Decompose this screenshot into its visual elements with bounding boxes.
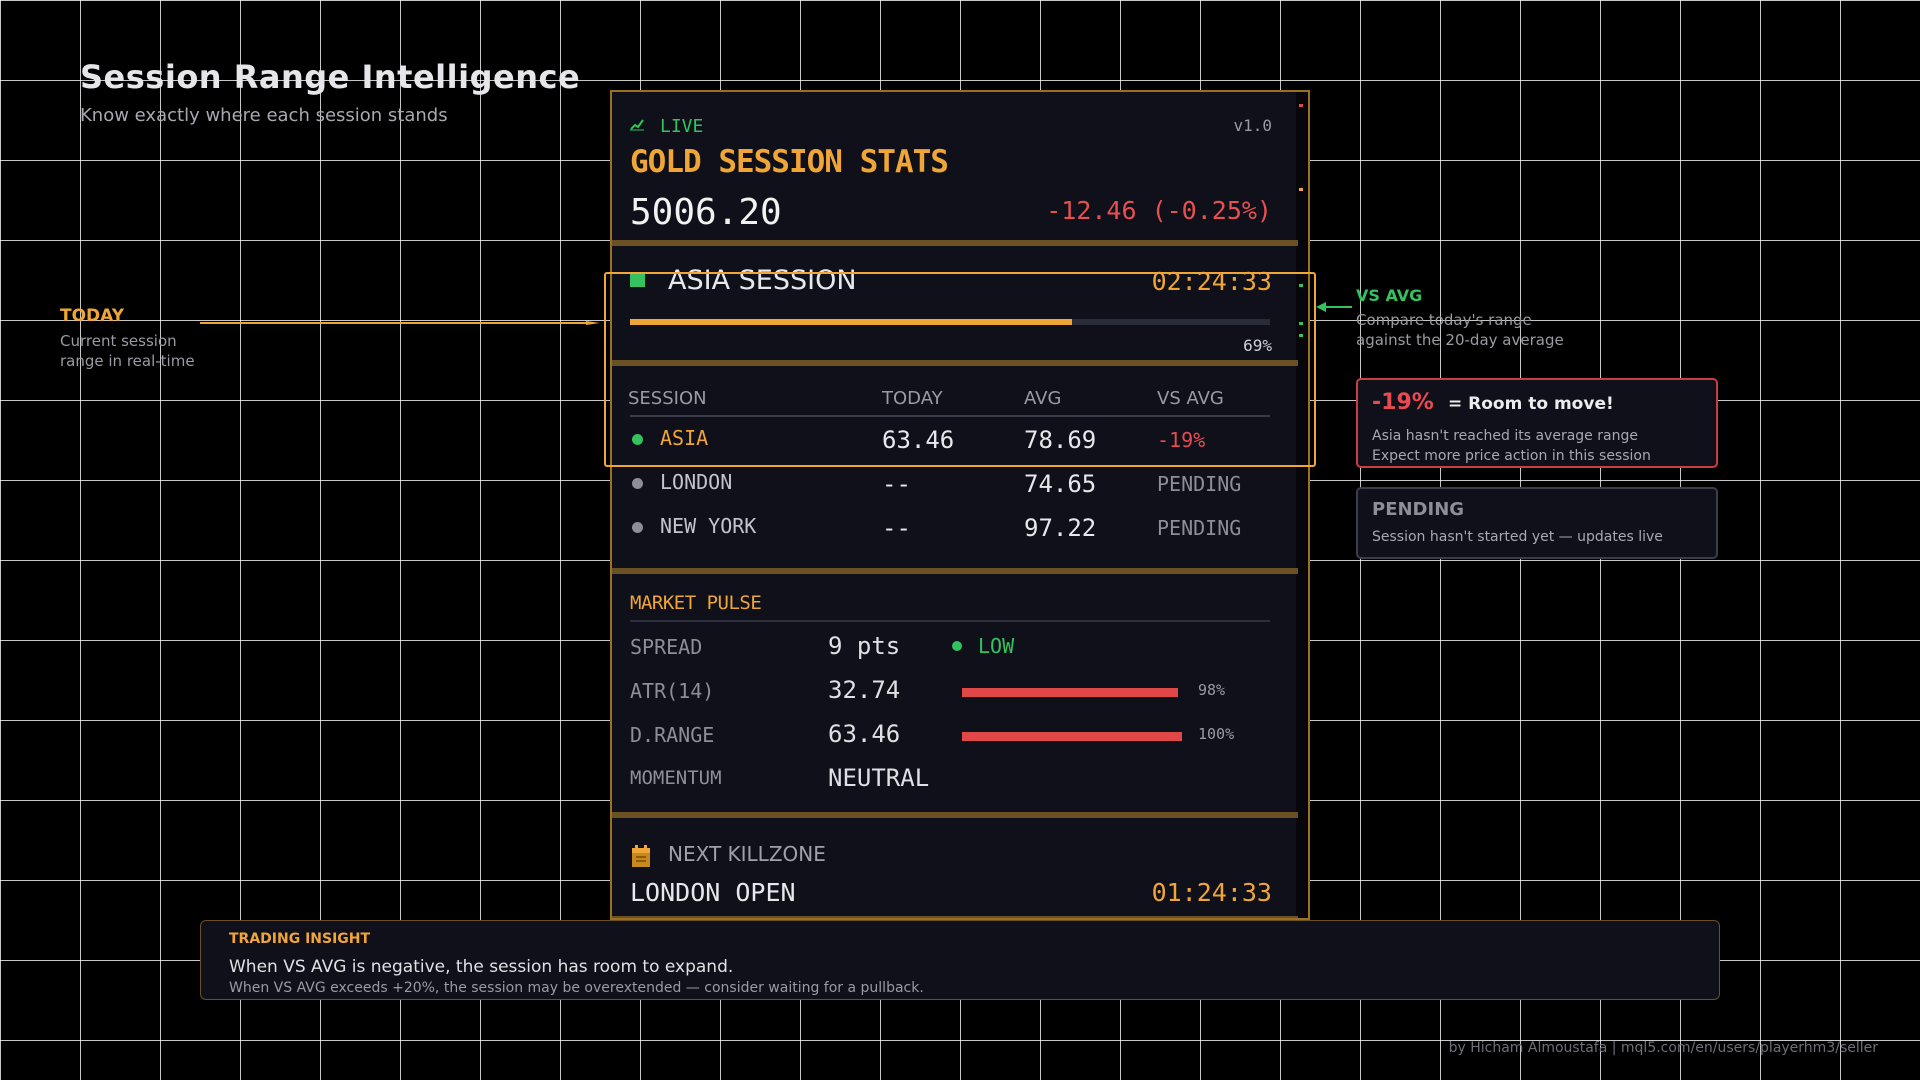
session-name: ASIA <box>660 426 709 450</box>
section-divider <box>612 812 1298 818</box>
spread-label: SPREAD <box>630 635 703 659</box>
session-progress-pct: 69% <box>1243 336 1272 355</box>
session-progress-bar <box>630 319 1270 325</box>
status-dot-icon <box>632 478 643 489</box>
session-avg: 74.65 <box>1024 470 1097 498</box>
table-row-london[interactable]: LONDON -- 74.65 PENDING <box>612 464 1298 508</box>
status-dot-icon <box>632 522 643 533</box>
price-change: -12.46 (-0.25%) <box>1046 196 1272 225</box>
insight-line1: When VS AVG is negative, the session has… <box>229 957 734 977</box>
panel-scrollbar[interactable] <box>1296 92 1308 918</box>
vs-avg-annotation-label: VS AVG <box>1356 286 1423 305</box>
page-subtitle: Know exactly where each session stands <box>80 105 448 126</box>
pending-line1: Session hasn't started yet — updates liv… <box>1372 529 1663 545</box>
signal-icon <box>630 119 644 131</box>
spread-status: LOW <box>978 634 1015 658</box>
scroll-marker <box>1299 284 1303 287</box>
session-avg: 97.22 <box>1024 514 1097 542</box>
trading-insight-box: TRADING INSIGHT When VS AVG is negative,… <box>200 920 1720 1000</box>
market-pulse-title: MARKET PULSE <box>630 592 762 614</box>
vs-avg-arrow-icon <box>1316 302 1352 312</box>
insight-line2: When VS AVG exceeds +20%, the session ma… <box>229 980 924 996</box>
today-annotation-line2: range in real-time <box>60 352 195 370</box>
drange-value: 63.46 <box>828 720 901 748</box>
pending-callout: PENDING Session hasn't started yet — upd… <box>1356 487 1718 559</box>
session-today: 63.46 <box>882 426 955 454</box>
author-footer: by Hicham Almoustafa | mql5.com/en/users… <box>1448 1040 1878 1056</box>
room-heading: = Room to move! <box>1448 394 1614 414</box>
drange-bar <box>962 732 1182 741</box>
col-header-vs-avg: VS AVG <box>1157 388 1224 409</box>
session-name: NEW YORK <box>660 514 757 538</box>
session-stats-panel: LIVE v1.0 GOLD SESSION STATS 5006.20 -12… <box>610 90 1310 920</box>
spread-value: 9 pts <box>828 632 901 660</box>
scroll-marker <box>1299 322 1303 325</box>
atr-bar-fill <box>962 688 1178 697</box>
vs-avg-annotation-line2: against the 20-day average <box>1356 331 1564 349</box>
session-status-square-icon <box>630 272 645 287</box>
atr-pct: 98% <box>1198 681 1226 699</box>
room-line1: Asia hasn't reached its average range <box>1372 428 1638 444</box>
section-divider <box>612 568 1298 574</box>
today-annotation-desc: Current session range in real-time <box>60 331 195 371</box>
vs-avg-annotation-desc: Compare today's range against the 20-day… <box>1356 310 1564 350</box>
today-annotation-label: TODAY <box>60 306 124 326</box>
session-vs-avg: -19% <box>1157 428 1206 452</box>
live-label: LIVE <box>660 116 704 137</box>
drange-label: D.RANGE <box>630 723 715 747</box>
page-title: Session Range Intelligence <box>80 58 581 96</box>
next-killzone-timer: 01:24:33 <box>1151 878 1272 907</box>
col-header-today: TODAY <box>882 388 943 409</box>
status-dot-icon <box>632 434 643 445</box>
insight-label: TRADING INSIGHT <box>229 931 371 947</box>
atr-value: 32.74 <box>828 676 901 704</box>
version-label: v1.0 <box>1233 116 1272 135</box>
momentum-value: NEUTRAL <box>828 764 930 792</box>
session-today: -- <box>882 470 911 498</box>
panel-title: GOLD SESSION STATS <box>630 144 949 180</box>
drange-pct: 100% <box>1198 725 1235 743</box>
section-divider <box>612 916 1298 918</box>
scroll-marker <box>1299 104 1303 107</box>
session-name: LONDON <box>660 470 733 494</box>
room-line2: Expect more price action in this session <box>1372 448 1651 464</box>
today-annotation-line1: Current session <box>60 332 177 350</box>
table-row-asia[interactable]: ASIA 63.46 78.69 -19% <box>612 420 1298 464</box>
room-pct: -19% <box>1372 390 1434 415</box>
table-row-new-york[interactable]: NEW YORK -- 97.22 PENDING <box>612 508 1298 552</box>
asia-highlight-box <box>604 272 1316 467</box>
market-pulse-divider <box>630 620 1270 622</box>
atr-bar <box>962 688 1182 697</box>
table-header-divider <box>630 415 1270 417</box>
col-header-avg: AVG <box>1024 388 1062 409</box>
col-header-session: SESSION <box>628 388 707 409</box>
session-progress-fill <box>630 319 1072 325</box>
session-avg: 78.69 <box>1024 426 1097 454</box>
session-vs-avg: PENDING <box>1157 472 1242 496</box>
pending-heading: PENDING <box>1372 499 1465 520</box>
atr-label: ATR(14) <box>630 679 715 703</box>
room-to-move-callout: -19% = Room to move! Asia hasn't reached… <box>1356 378 1718 468</box>
session-today: -- <box>882 514 911 542</box>
spread-status-dot-icon <box>952 641 962 651</box>
scroll-marker <box>1299 334 1303 337</box>
next-killzone-name: LONDON OPEN <box>630 878 796 907</box>
scroll-marker <box>1299 188 1303 191</box>
section-divider <box>612 360 1298 366</box>
current-price: 5006.20 <box>630 192 782 233</box>
calendar-icon <box>632 845 650 867</box>
section-divider <box>612 240 1298 246</box>
active-session-title: ASIA SESSION <box>668 265 857 296</box>
drange-bar-fill <box>962 732 1182 741</box>
vs-avg-annotation-line1: Compare today's range <box>1356 311 1532 329</box>
momentum-label: MOMENTUM <box>630 767 722 789</box>
active-session-timer: 02:24:33 <box>1151 267 1272 296</box>
next-killzone-label: NEXT KILLZONE <box>668 842 826 866</box>
session-vs-avg: PENDING <box>1157 516 1242 540</box>
today-arrow-icon <box>200 321 600 325</box>
